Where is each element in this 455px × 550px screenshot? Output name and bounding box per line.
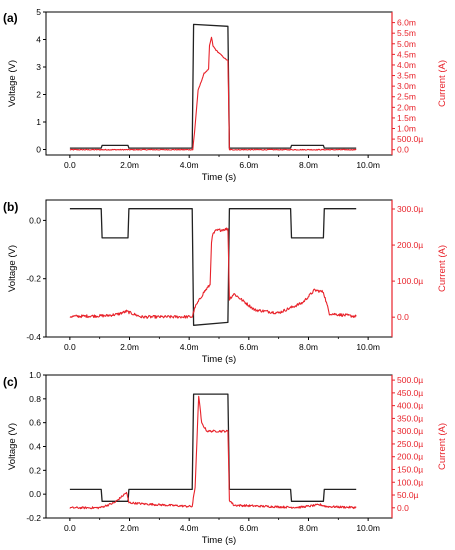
y-right-tick-label: 6.0m xyxy=(397,18,416,28)
x-axis-label: Time (s) xyxy=(202,172,236,183)
voltage-series-line xyxy=(69,393,357,502)
y-left-tick-label: 4 xyxy=(36,35,41,45)
y-left-tick-label: 0.0 xyxy=(29,489,41,499)
x-tick-label: 4.0m xyxy=(180,160,199,170)
y-left-tick-label: 3 xyxy=(36,62,41,72)
panel-label: (b) xyxy=(3,200,18,214)
y-right-tick-label: 450.0µ xyxy=(397,388,423,398)
y-left-axis-label: Voltage (V) xyxy=(7,423,18,470)
x-tick-label: 0.0 xyxy=(64,342,76,352)
y-right-tick-label: 400.0µ xyxy=(397,401,423,411)
x-tick-label: 8.0m xyxy=(299,160,318,170)
y-right-tick-label: 0.0 xyxy=(397,312,409,322)
y-right-tick-label: 3.0m xyxy=(397,81,416,91)
y-right-tick-label: 200.0µ xyxy=(397,452,423,462)
y-right-tick-label: 1.5m xyxy=(397,113,416,123)
y-left-tick-label: 5 xyxy=(36,7,41,17)
y-left-tick-label: -0.4 xyxy=(26,332,41,342)
y-left-tick-label: 0.2 xyxy=(29,465,41,475)
y-right-tick-label: 2.5m xyxy=(397,92,416,102)
y-left-tick-label: 0.8 xyxy=(29,394,41,404)
y-right-axis-label: Current (A) xyxy=(437,60,448,107)
x-axis-label: Time (s) xyxy=(202,535,236,546)
y-left-tick-label: 0.0 xyxy=(29,215,41,225)
y-right-tick-label: 5.0m xyxy=(397,39,416,49)
y-right-tick-label: 0.0 xyxy=(397,503,409,513)
x-tick-label: 4.0m xyxy=(180,523,199,533)
y-right-tick-label: 5.5m xyxy=(397,28,416,38)
x-tick-label: 10.0m xyxy=(356,160,380,170)
y-left-tick-label: 0.6 xyxy=(29,418,41,428)
voltage-series-line xyxy=(69,23,357,149)
y-left-tick-label: 0.4 xyxy=(29,442,41,452)
y-left-tick-label: -0.2 xyxy=(26,513,41,523)
x-tick-label: 4.0m xyxy=(180,342,199,352)
y-right-tick-label: 300.0µ xyxy=(397,204,423,214)
y-right-tick-label: 50.0µ xyxy=(397,490,419,500)
current-series-line xyxy=(69,227,357,319)
y-right-tick-label: 150.0µ xyxy=(397,464,423,474)
y-left-tick-label: 1.0 xyxy=(29,370,41,380)
x-tick-label: 0.0 xyxy=(64,523,76,533)
chart-panel-1: (a) 0.0 2.0m 4.0m 6.0m 8.0m 10.0m Time (s) 0 1 2 3 4… xyxy=(3,7,448,183)
panel-label: (c) xyxy=(3,375,18,389)
x-tick-label: 8.0m xyxy=(299,342,318,352)
x-tick-label: 6.0m xyxy=(239,342,258,352)
y-right-axis-label: Current (A) xyxy=(437,423,448,470)
y-right-tick-label: 0.0 xyxy=(397,145,409,155)
x-tick-label: 8.0m xyxy=(299,523,318,533)
plot-frame xyxy=(45,374,393,519)
y-right-tick-label: 100.0µ xyxy=(397,276,423,286)
y-right-tick-label: 3.5m xyxy=(397,71,416,81)
current-series-line xyxy=(69,395,357,510)
panel-label: (a) xyxy=(3,11,18,25)
chart-panel-3: (c) 0.0 2.0m 4.0m 6.0m 8.0m 10.0m Time (s) -0.2 0… xyxy=(3,370,448,546)
x-tick-label: 2.0m xyxy=(120,160,139,170)
chart-panel-2: (b) 0.0 2.0m 4.0m 6.0m 8.0m 10.0m Time (s) -0.4 -… xyxy=(3,199,448,365)
x-tick-label: 6.0m xyxy=(239,160,258,170)
current-series-line xyxy=(69,36,357,151)
y-right-tick-label: 100.0µ xyxy=(397,477,423,487)
x-tick-label: 2.0m xyxy=(120,342,139,352)
y-right-tick-label: 4.5m xyxy=(397,49,416,59)
y-left-tick-label: -0.2 xyxy=(26,274,41,284)
plot-frame xyxy=(45,11,393,156)
y-right-tick-label: 1.0m xyxy=(397,124,416,134)
x-tick-label: 6.0m xyxy=(239,523,258,533)
y-right-tick-label: 300.0µ xyxy=(397,426,423,436)
y-left-tick-label: 0 xyxy=(36,145,41,155)
y-right-tick-label: 350.0µ xyxy=(397,413,423,423)
x-axis-label: Time (s) xyxy=(202,354,236,365)
y-left-axis-label: Voltage (V) xyxy=(7,245,18,292)
y-right-tick-label: 2.0m xyxy=(397,102,416,112)
y-right-tick-label: 250.0µ xyxy=(397,439,423,449)
y-right-tick-label: 4.0m xyxy=(397,60,416,70)
x-tick-label: 2.0m xyxy=(120,523,139,533)
y-right-tick-label: 200.0µ xyxy=(397,240,423,250)
x-tick-label: 10.0m xyxy=(356,523,380,533)
x-tick-label: 10.0m xyxy=(356,342,380,352)
y-left-tick-label: 1 xyxy=(36,117,41,127)
y-right-tick-label: 500.0µ xyxy=(397,375,423,385)
voltage-series-line xyxy=(69,208,357,326)
y-right-axis-label: Current (A) xyxy=(437,245,448,292)
x-tick-label: 0.0 xyxy=(64,160,76,170)
y-left-tick-label: 2 xyxy=(36,90,41,100)
y-left-axis-label: Voltage (V) xyxy=(7,60,18,107)
y-right-tick-label: 500.0µ xyxy=(397,134,423,144)
